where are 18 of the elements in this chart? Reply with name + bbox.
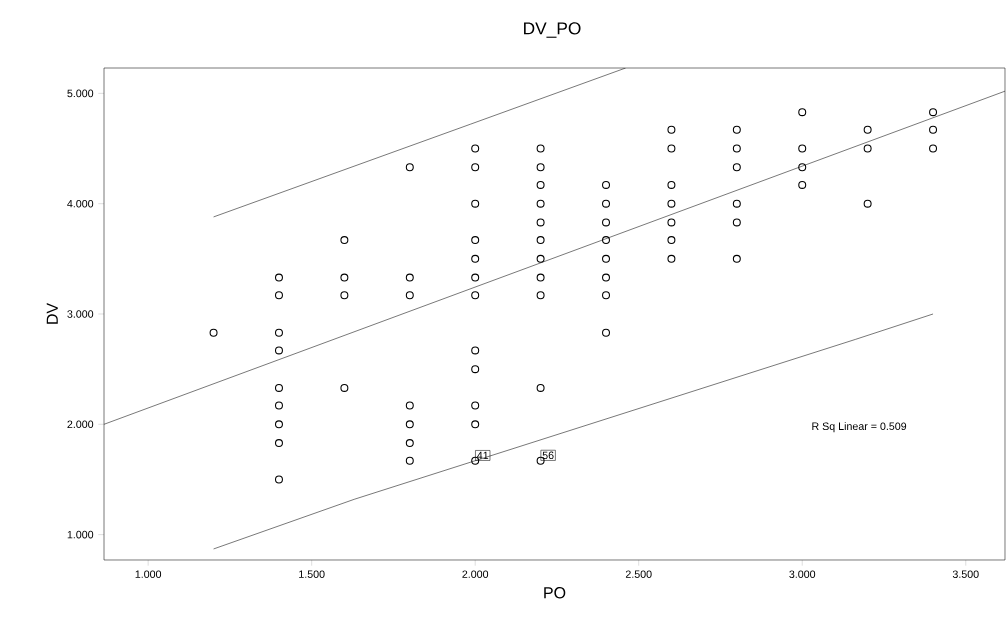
x-tick-label: 2.000 — [462, 570, 489, 578]
x-tick-label: 1.500 — [299, 570, 325, 578]
y-axis-title: DV — [46, 302, 58, 324]
chart-title: DV_PO — [524, 22, 581, 38]
x-tick-label: 1.000 — [135, 570, 162, 578]
y-tick-label: 1.000 — [67, 530, 94, 539]
annotation: 56 — [542, 451, 554, 460]
x-tick-label: 2.500 — [625, 570, 652, 578]
x-axis-title: PO — [544, 587, 566, 599]
y-tick-label: 3.000 — [67, 310, 94, 318]
annotation: R Sq Linear = 0.509 — [812, 422, 907, 433]
annotation: 41 — [477, 451, 489, 460]
y-tick-label: 2.000 — [67, 420, 94, 429]
line-series — [213, 313, 934, 550]
y-tick-label: 4.000 — [67, 199, 94, 208]
x-tick-label: 3.000 — [789, 570, 816, 578]
x-tick-label: 3.500 — [952, 570, 979, 578]
y-tick-label: 5.000 — [67, 89, 94, 98]
